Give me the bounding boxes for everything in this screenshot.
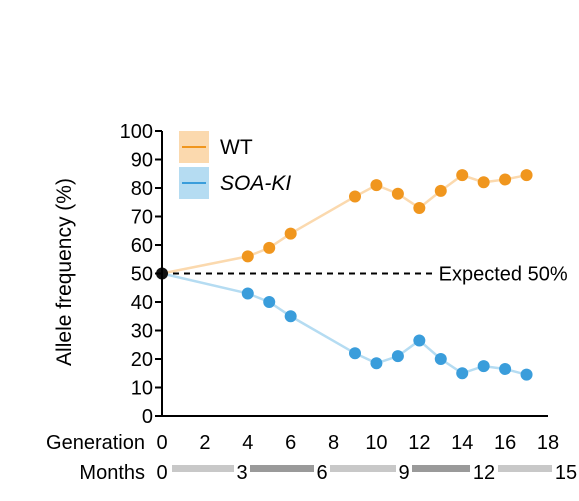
data-point-1-1 <box>263 296 276 308</box>
y-tick-label: 70 <box>131 207 153 229</box>
y-tick-label: 100 <box>120 121 153 143</box>
x-tick-label: 14 <box>451 432 473 454</box>
data-point-0-4 <box>370 179 383 192</box>
x-tick-label: 4 <box>242 432 253 454</box>
data-point-0-0 <box>241 250 254 263</box>
data-point-1-4 <box>370 357 383 370</box>
data-point-1-0 <box>241 287 254 300</box>
data-point-1-8 <box>456 367 469 380</box>
months-tick-label: 15 <box>555 462 577 484</box>
y-tick-label: 50 <box>131 264 153 286</box>
data-point-1-11 <box>520 368 533 381</box>
expected-reference-label: Expected 50% <box>439 264 568 286</box>
series-points <box>156 169 533 381</box>
x-tick-label: 10 <box>365 432 387 454</box>
x-tick-label: 8 <box>328 432 339 454</box>
data-point-1-9 <box>477 360 490 373</box>
x-tick-label: 12 <box>408 432 430 454</box>
axes <box>155 130 548 417</box>
months-tick-label: 3 <box>236 462 247 484</box>
x-tick-label: 0 <box>156 432 167 454</box>
months-tick-label: 6 <box>316 462 327 484</box>
data-point-1-3 <box>349 347 361 360</box>
months-segment <box>412 465 470 472</box>
data-point-0-7 <box>434 184 447 197</box>
series-line-0 <box>161 173 527 275</box>
months-segment <box>172 465 234 472</box>
data-point-0-3 <box>349 190 361 203</box>
data-point-0-11 <box>520 169 533 182</box>
y-tick-label: 20 <box>131 349 153 371</box>
data-point-1-10 <box>499 362 512 375</box>
data-point-0-8 <box>456 169 469 182</box>
data-point-1-5 <box>391 350 404 363</box>
data-point-1-6 <box>413 334 426 347</box>
y-tick-label: 90 <box>131 150 153 172</box>
data-point-1-7 <box>434 353 447 365</box>
y-tick-labels: 0 10 20 30 40 50 60 70 80 90 100 <box>120 121 153 428</box>
legend-label-1: SOA-KI <box>220 172 291 195</box>
legend: WT SOA-KI <box>179 131 291 199</box>
x-tick-labels: 0 2 4 6 8 10 12 14 16 18 <box>156 432 559 454</box>
data-point-0-6 <box>413 201 426 214</box>
data-point-0-9 <box>477 176 490 189</box>
months-segment <box>250 465 314 472</box>
x-tick-label: 16 <box>494 432 516 454</box>
x-tick-label: 2 <box>199 432 210 454</box>
months-segment <box>330 465 396 472</box>
y-tick-label: 80 <box>131 178 153 200</box>
y-axis-label: Allele frequency (%) <box>53 178 76 366</box>
data-point-0-5 <box>391 187 404 200</box>
y-tick-label: 60 <box>131 235 153 257</box>
months-tick-label: 0 <box>156 462 167 484</box>
x-tick-label: 18 <box>537 432 559 454</box>
months-axis-label: Months <box>79 462 145 484</box>
y-tick-label: 30 <box>131 321 153 343</box>
months-tick-label: 9 <box>398 462 409 484</box>
data-point-0-2 <box>284 227 297 240</box>
generation-axis-label: Generation <box>46 432 145 454</box>
y-tick-label: 10 <box>131 378 153 400</box>
series-line-1 <box>161 272 527 376</box>
data-point-0-10 <box>499 173 512 186</box>
x-tick-label: 6 <box>285 432 296 454</box>
months-timeline: 0 3 6 9 12 15 <box>156 462 577 484</box>
data-point-1-2 <box>284 310 297 323</box>
months-segment <box>498 465 552 472</box>
data-point-0-1 <box>263 241 276 254</box>
legend-label-0: WT <box>220 136 253 159</box>
months-tick-label: 12 <box>473 462 495 484</box>
y-tick-label: 0 <box>142 406 153 428</box>
y-tick-label: 40 <box>131 292 153 314</box>
